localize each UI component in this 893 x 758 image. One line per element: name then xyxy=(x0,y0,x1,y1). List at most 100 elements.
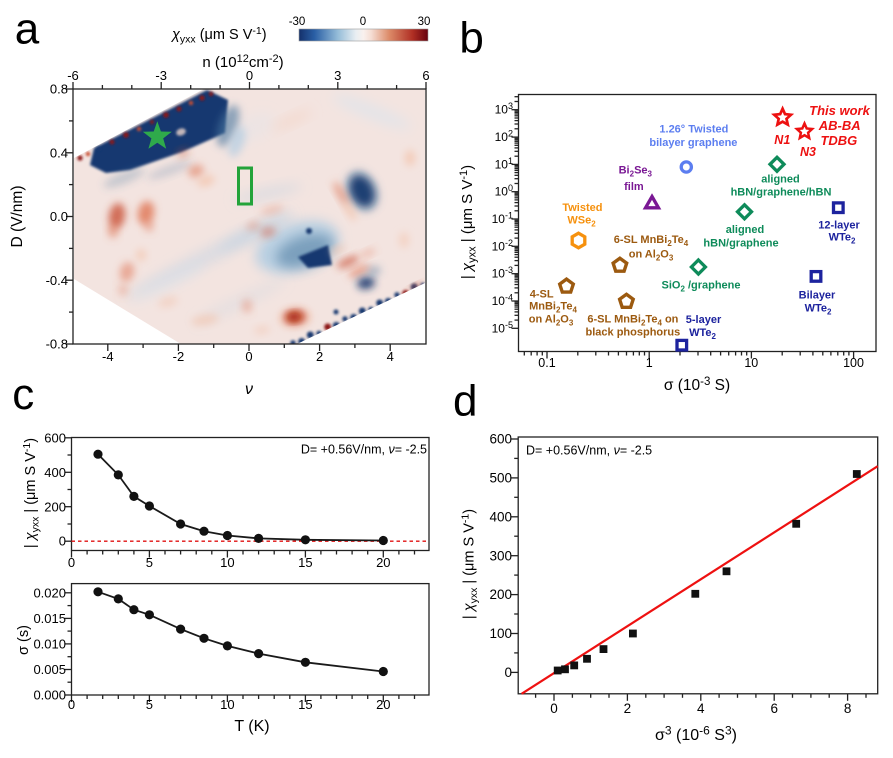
svg-text:n (1012cm-2): n (1012cm-2) xyxy=(202,53,283,71)
svg-text:6: 6 xyxy=(422,68,429,83)
svg-text:2: 2 xyxy=(624,701,632,716)
svg-text:100: 100 xyxy=(843,356,864,370)
svg-text:This work: This work xyxy=(809,103,870,118)
svg-text:σ (s): σ (s) xyxy=(16,625,32,655)
svg-text:0: 0 xyxy=(245,349,252,364)
svg-text:102: 102 xyxy=(495,129,513,145)
svg-text:-4: -4 xyxy=(102,349,114,364)
svg-text:600: 600 xyxy=(489,432,512,447)
svg-text:aligned: aligned xyxy=(761,174,800,186)
svg-text:ν: ν xyxy=(245,381,253,398)
svg-text:WTe2: WTe2 xyxy=(689,327,716,341)
svg-text:400: 400 xyxy=(489,509,512,524)
svg-text:WTe2: WTe2 xyxy=(805,303,832,317)
svg-text:0.020: 0.020 xyxy=(33,585,66,600)
svg-text:N1: N1 xyxy=(774,133,790,147)
svg-text:15: 15 xyxy=(298,697,312,712)
svg-text:0.4: 0.4 xyxy=(50,145,68,160)
svg-text:30: 30 xyxy=(418,16,431,28)
svg-text:on Al2O3: on Al2O3 xyxy=(529,314,574,328)
svg-text:-0.4: -0.4 xyxy=(46,273,68,288)
svg-text:20: 20 xyxy=(376,697,390,712)
svg-text:10-5: 10-5 xyxy=(492,320,513,336)
svg-text:film: film xyxy=(624,181,644,193)
svg-text:a: a xyxy=(15,5,40,54)
svg-text:χyxx (μm S V-1): χyxx (μm S V-1) xyxy=(170,25,267,46)
svg-text:200: 200 xyxy=(44,499,66,514)
svg-text:on Al2O3: on Al2O3 xyxy=(629,248,674,262)
svg-text:-0.8: -0.8 xyxy=(46,337,68,352)
svg-text:0.8: 0.8 xyxy=(50,82,68,97)
svg-text:0.015: 0.015 xyxy=(33,611,66,626)
svg-text:5: 5 xyxy=(146,697,153,712)
svg-text:15: 15 xyxy=(298,555,312,570)
svg-text:0: 0 xyxy=(550,701,558,716)
svg-text:b: b xyxy=(459,14,483,63)
svg-text:2: 2 xyxy=(316,349,323,364)
svg-text:6: 6 xyxy=(770,701,778,716)
svg-text:4: 4 xyxy=(387,349,394,364)
svg-text:SiO2 /graphene: SiO2 /graphene xyxy=(661,280,740,294)
svg-text:0.1: 0.1 xyxy=(538,356,555,370)
svg-text:10-3: 10-3 xyxy=(492,265,513,281)
svg-text:d: d xyxy=(453,376,477,425)
svg-text:0.0: 0.0 xyxy=(50,209,68,224)
svg-text:hBN/graphene/hBN: hBN/graphene/hBN xyxy=(731,187,832,199)
svg-text:D= +0.56V/nm, ν= -2.5: D= +0.56V/nm, ν= -2.5 xyxy=(301,443,427,457)
svg-text:6-SL MnBi2Te4: 6-SL MnBi2Te4 xyxy=(614,234,689,248)
svg-text:101: 101 xyxy=(495,156,513,172)
svg-text:3: 3 xyxy=(334,68,341,83)
svg-text:400: 400 xyxy=(44,465,66,480)
svg-text:Bi2Se3: Bi2Se3 xyxy=(619,165,653,179)
svg-text:10-4: 10-4 xyxy=(492,293,513,309)
svg-text:black phosphorus: black phosphorus xyxy=(586,327,681,339)
svg-text:T (K): T (K) xyxy=(234,718,269,735)
svg-text:103: 103 xyxy=(495,101,513,117)
svg-text:hBN/graphene: hBN/graphene xyxy=(703,238,778,250)
svg-text:4-SL: 4-SL xyxy=(530,289,554,301)
svg-text:WSe2: WSe2 xyxy=(567,215,596,229)
svg-text:-2: -2 xyxy=(173,349,185,364)
svg-text:AB-BA: AB-BA xyxy=(818,118,861,133)
svg-text:D= +0.56V/nm, ν= -2.5: D= +0.56V/nm, ν= -2.5 xyxy=(526,444,652,458)
svg-text:8: 8 xyxy=(844,701,852,716)
svg-text:0: 0 xyxy=(68,555,75,570)
svg-text:0: 0 xyxy=(59,534,66,549)
svg-text:MnBi2Te4: MnBi2Te4 xyxy=(529,301,577,315)
svg-text:10: 10 xyxy=(744,356,758,370)
svg-text:TDBG: TDBG xyxy=(820,133,857,148)
svg-text:5: 5 xyxy=(146,555,153,570)
svg-text:bilayer graphene: bilayer graphene xyxy=(649,137,737,149)
svg-text:Twisted: Twisted xyxy=(562,202,602,214)
svg-text:12-layer: 12-layer xyxy=(818,220,860,232)
svg-text:10-2: 10-2 xyxy=(492,238,513,254)
svg-text:10: 10 xyxy=(220,697,234,712)
svg-text:| χyxx | (μm S V-1): | χyxx | (μm S V-1) xyxy=(21,438,42,548)
svg-text:0: 0 xyxy=(360,16,366,28)
svg-text:100: 100 xyxy=(489,626,512,641)
svg-text:0: 0 xyxy=(68,697,75,712)
svg-text:10: 10 xyxy=(220,555,234,570)
svg-text:1.26° Twisted: 1.26° Twisted xyxy=(659,123,728,135)
svg-text:-6: -6 xyxy=(67,68,79,83)
svg-text:0.000: 0.000 xyxy=(33,688,66,703)
svg-text:| χyxx | (μm S V-1): | χyxx | (μm S V-1) xyxy=(460,509,481,619)
svg-text:σ (10-3 S): σ (10-3 S) xyxy=(664,376,730,394)
svg-text:10-1: 10-1 xyxy=(492,211,513,227)
svg-text:-30: -30 xyxy=(289,16,306,28)
svg-text:| χyxx | (μm S V-1): | χyxx | (μm S V-1) xyxy=(458,165,479,279)
svg-text:5-layer: 5-layer xyxy=(686,314,722,326)
svg-text:σ3 (10-6 S3): σ3 (10-6 S3) xyxy=(655,724,737,745)
svg-text:Bilayer: Bilayer xyxy=(799,290,836,302)
svg-text:200: 200 xyxy=(489,587,512,602)
svg-text:0: 0 xyxy=(504,665,512,680)
svg-text:6-SL MnBi2Te4 on: 6-SL MnBi2Te4 on xyxy=(587,314,678,328)
svg-text:100: 100 xyxy=(495,183,513,199)
svg-text:500: 500 xyxy=(489,471,512,486)
svg-text:0: 0 xyxy=(246,68,253,83)
svg-text:600: 600 xyxy=(44,430,66,445)
svg-text:0.005: 0.005 xyxy=(33,662,66,677)
svg-text:aligned: aligned xyxy=(726,224,765,236)
svg-text:WTe2: WTe2 xyxy=(829,232,856,246)
svg-text:0.010: 0.010 xyxy=(33,636,66,651)
